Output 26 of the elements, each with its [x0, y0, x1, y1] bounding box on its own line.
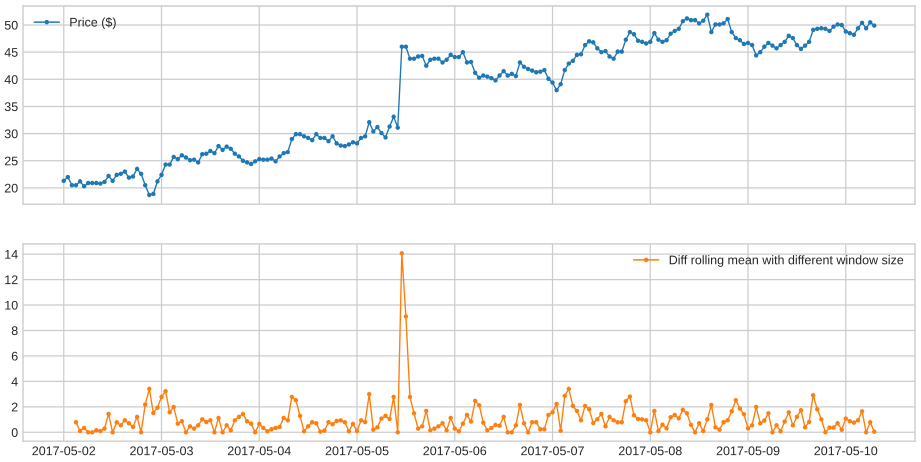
x-tick-label: 2017-05-10 — [814, 446, 878, 456]
x-tick-label: 2017-05-03 — [130, 446, 193, 456]
x-tick-label: 2017-05-06 — [423, 446, 486, 456]
x-tick-label: 2017-05-09 — [716, 446, 780, 456]
y-tick-label: 14 — [5, 250, 18, 259]
x-tick-label: 2017-05-04 — [228, 446, 291, 456]
y-tick-label: 35 — [4, 102, 18, 112]
legend-label: Diff rolling mean with different window size — [670, 255, 904, 267]
y-tick-label: 20 — [4, 184, 18, 193]
y-tick-label: 2 — [12, 402, 18, 412]
y-tick-label: 40 — [4, 75, 18, 84]
y-tick-label: 10 — [5, 300, 18, 310]
y-tick-label: 45 — [4, 48, 18, 57]
y-tick-label: 30 — [4, 129, 18, 138]
legend-label: Price ($) — [70, 17, 116, 30]
y-tick-label: 50 — [4, 20, 18, 30]
x-tick-label: 2017-05-05 — [326, 446, 388, 456]
y-tick-label: 8 — [12, 326, 18, 336]
x-tick-label: 2017-05-08 — [618, 446, 682, 456]
x-tick-label: 2017-05-02 — [32, 446, 96, 456]
y-tick-label: 12 — [5, 275, 18, 284]
x-tick-label: 2017-05-07 — [521, 446, 584, 456]
y-tick-label: 25 — [4, 156, 18, 166]
y-tick-label: 0 — [12, 428, 18, 437]
y-tick-label: 6 — [12, 352, 18, 361]
y-tick-label: 4 — [12, 377, 18, 386]
